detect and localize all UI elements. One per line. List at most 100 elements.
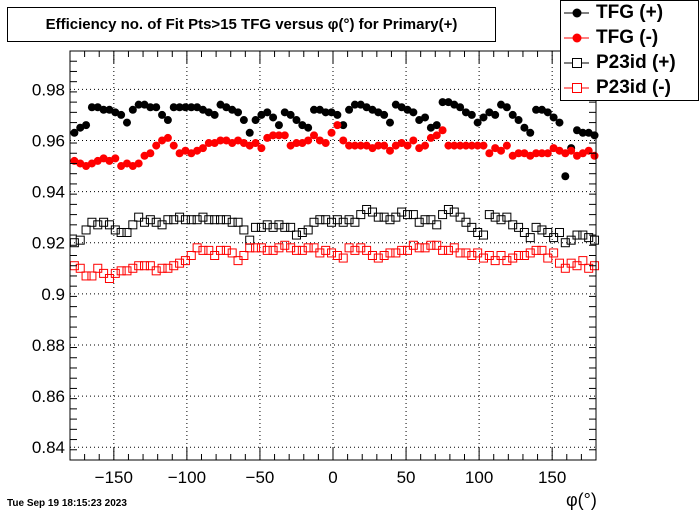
point-s1-23	[204, 139, 213, 148]
point-s2-46	[338, 217, 348, 227]
point-s3-23	[204, 245, 214, 255]
point-s0-30	[245, 128, 254, 137]
point-s0-75	[508, 110, 517, 119]
point-s2-67	[461, 217, 471, 227]
data-marks	[69, 98, 600, 284]
point-s1-85	[567, 146, 576, 155]
point-s3-60	[420, 243, 430, 253]
point-s3-57	[403, 245, 413, 255]
point-s3-65	[449, 243, 459, 253]
point-s2-54	[385, 215, 395, 225]
legend-label-p23id-minus: P23id (-)	[596, 77, 671, 98]
point-s3-44	[327, 248, 337, 258]
point-s1-17	[169, 141, 178, 150]
point-s3-86	[572, 261, 582, 271]
point-s3-12	[140, 261, 150, 271]
point-s3-5	[99, 268, 109, 278]
point-s3-47	[344, 243, 354, 253]
point-s2-25	[215, 215, 225, 225]
point-s0-11	[134, 100, 143, 109]
point-s3-40	[303, 243, 313, 253]
point-s3-18	[175, 258, 185, 268]
point-s3-36	[280, 240, 290, 250]
point-s1-31	[251, 139, 260, 148]
point-s1-68	[467, 141, 476, 150]
point-s3-2	[81, 271, 91, 281]
point-s2-64	[443, 204, 453, 214]
point-s3-14	[151, 266, 161, 276]
y-tick-label-5: 0.94	[32, 183, 65, 202]
legend-label-tfg-plus: TFG (+)	[596, 2, 664, 23]
point-s2-65	[449, 207, 459, 217]
point-s2-77	[519, 227, 529, 237]
point-s3-52	[373, 253, 383, 263]
point-s3-67	[461, 248, 471, 258]
point-s2-11	[134, 212, 144, 222]
point-s0-31	[251, 116, 260, 125]
point-s0-72	[491, 110, 500, 119]
point-s2-81	[543, 227, 553, 237]
point-s3-88	[584, 263, 594, 273]
point-s0-43	[321, 108, 330, 117]
point-s1-53	[380, 141, 389, 150]
legend: TFG (+) TFG (-) P23id (+) P23id (-)	[560, 0, 699, 101]
series-1	[70, 121, 599, 171]
point-s0-9	[122, 118, 131, 127]
point-s2-85	[566, 235, 576, 245]
point-s3-87	[578, 256, 588, 266]
x-tick-label-0: −150	[95, 468, 133, 487]
point-s3-10	[128, 263, 138, 273]
point-s2-14	[151, 217, 161, 227]
point-s2-61	[426, 215, 436, 225]
point-s2-21	[192, 215, 202, 225]
point-s0-15	[158, 110, 167, 119]
point-s2-55	[391, 212, 401, 222]
point-s1-7	[111, 154, 120, 163]
point-s2-17	[169, 215, 179, 225]
point-s1-44	[327, 128, 336, 137]
point-s2-43	[321, 215, 331, 225]
x-tick-label-6: 150	[538, 468, 566, 487]
point-s3-84	[560, 263, 570, 273]
point-s2-83	[554, 227, 564, 237]
point-s2-28	[233, 217, 243, 227]
point-s1-25	[216, 136, 225, 145]
point-s3-43	[321, 245, 331, 255]
point-s2-57	[403, 210, 413, 220]
point-s2-50	[362, 204, 372, 214]
point-s3-9	[122, 266, 132, 276]
point-s1-41	[310, 131, 319, 140]
point-s3-58	[408, 240, 418, 250]
point-s3-74	[502, 256, 512, 266]
point-s2-3	[87, 217, 97, 227]
point-s2-53	[379, 212, 389, 222]
point-s0-28	[234, 108, 243, 117]
y-tick-label-1: 0.86	[32, 387, 65, 406]
point-s1-47	[345, 141, 354, 150]
legend-label-p23id-plus: P23id (+)	[596, 52, 676, 73]
point-s2-72	[490, 212, 500, 222]
point-s1-38	[292, 139, 301, 148]
point-s2-24	[210, 215, 220, 225]
y-tick-label-3: 0.9	[41, 285, 65, 304]
point-s1-64	[444, 141, 453, 150]
point-s3-70	[478, 253, 488, 263]
point-s3-77	[519, 251, 529, 260]
point-s0-5	[99, 105, 108, 114]
point-s3-48	[350, 245, 360, 255]
point-s1-73	[497, 146, 506, 155]
point-s3-85	[566, 258, 576, 268]
point-s2-84	[560, 238, 570, 248]
point-s1-80	[537, 149, 546, 158]
point-s0-34	[269, 113, 278, 122]
x-tick-label-3: 0	[328, 468, 337, 487]
point-s0-66	[456, 103, 465, 112]
point-s2-2	[81, 225, 91, 235]
point-s2-75	[508, 220, 518, 230]
point-s2-44	[327, 217, 337, 227]
point-s3-51	[367, 251, 377, 260]
point-s2-12	[140, 217, 150, 227]
point-s0-13	[146, 103, 155, 112]
point-s2-39	[297, 227, 307, 237]
